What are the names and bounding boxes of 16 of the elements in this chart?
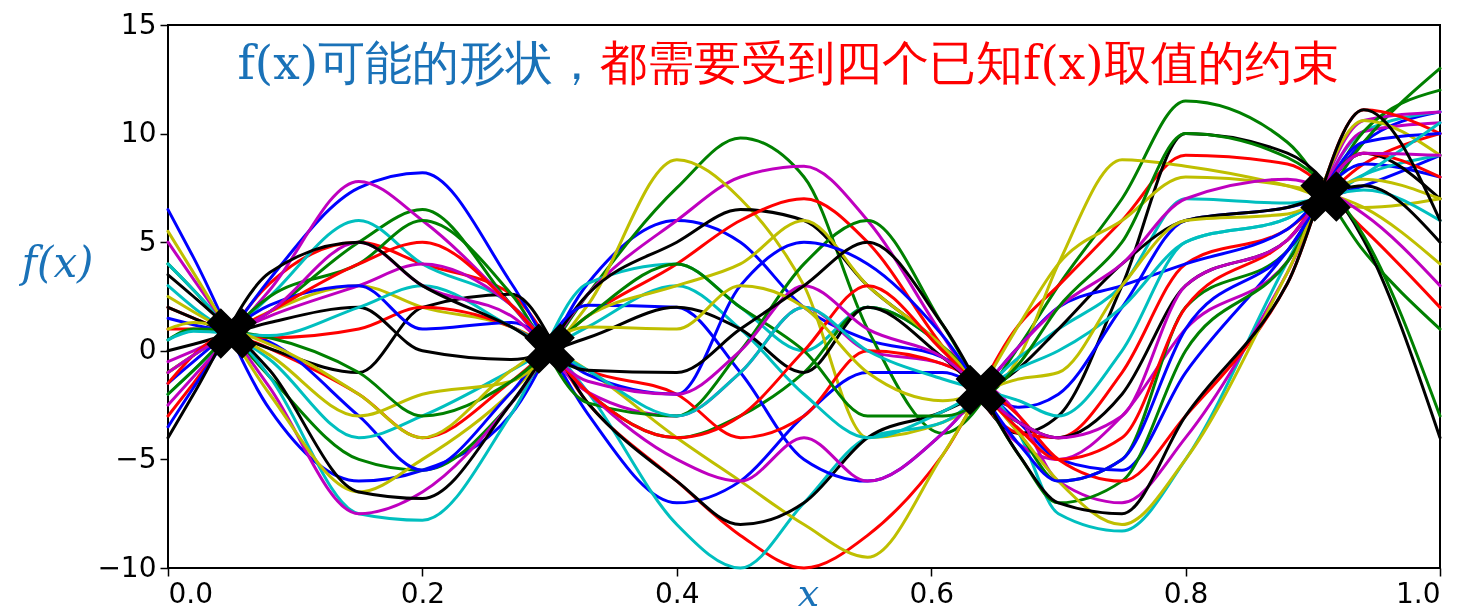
x-tick-label: 0.6 — [909, 576, 954, 608]
annotation: f(x)可能的形状， — [237, 35, 600, 90]
x-axis-title: x — [797, 570, 820, 608]
y-tick-label: 0 — [138, 333, 157, 367]
y-axis-title: f(x) — [18, 237, 94, 287]
x-tick-label: 0.2 — [400, 576, 446, 608]
x-tick-label: 1.0 — [1395, 576, 1441, 608]
annotation: 都需要受到四个已知f(x)取值的约束 — [600, 35, 1339, 90]
y-tick-label: 15 — [120, 7, 157, 41]
y-tick-label: 5 — [138, 224, 157, 258]
x-tick-label: 0.8 — [1163, 576, 1209, 608]
x-tick-label: 0.4 — [655, 576, 700, 608]
y-tick-label: −5 — [115, 441, 157, 475]
y-tick-label: −10 — [97, 550, 157, 584]
x-tick-label: 0.0 — [168, 576, 214, 608]
y-tick-label: 10 — [120, 116, 157, 150]
